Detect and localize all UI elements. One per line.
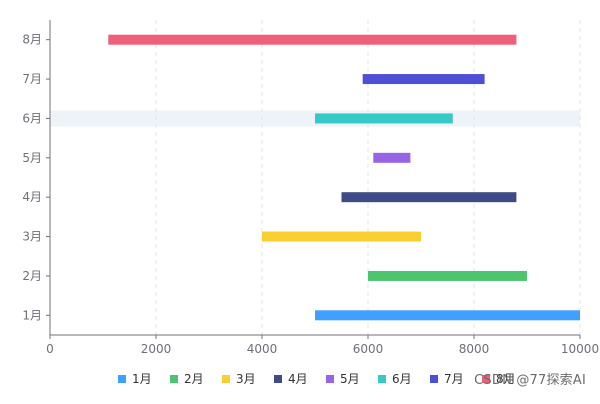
legend-swatch[interactable] <box>222 375 230 383</box>
y-tick-label: 1月 <box>22 308 42 322</box>
x-tick-label: 10000 <box>561 342 599 356</box>
x-tick-label: 0 <box>46 342 54 356</box>
legend-label[interactable]: 7月 <box>444 372 464 386</box>
legend-swatch[interactable] <box>118 375 126 383</box>
bar-5[interactable] <box>373 152 411 163</box>
legend-label[interactable]: 4月 <box>288 372 308 386</box>
bar-6[interactable] <box>315 113 453 124</box>
x-tick-label: 4000 <box>247 342 278 356</box>
legend-label[interactable]: 1月 <box>132 372 152 386</box>
watermark-text: CSDN @77探索AI <box>474 373 586 388</box>
bar-7[interactable] <box>362 74 485 85</box>
legend-swatch[interactable] <box>430 375 438 383</box>
legend-swatch[interactable] <box>170 375 178 383</box>
bar-4[interactable] <box>341 192 517 203</box>
y-tick-label: 5月 <box>22 151 42 165</box>
y-tick-label: 4月 <box>22 190 42 204</box>
legend-label[interactable]: 2月 <box>184 372 204 386</box>
bar-2[interactable] <box>368 270 527 281</box>
bar-8[interactable] <box>108 34 517 45</box>
x-tick-label: 6000 <box>353 342 384 356</box>
x-tick-label: 8000 <box>459 342 490 356</box>
bar-1[interactable] <box>315 310 580 321</box>
bar-3[interactable] <box>262 231 421 242</box>
legend-label[interactable]: 3月 <box>236 372 256 386</box>
legend-label[interactable]: 8月 <box>496 372 516 386</box>
y-tick-label: 6月 <box>22 111 42 125</box>
x-tick-label: 2000 <box>141 342 172 356</box>
legend-label[interactable]: 6月 <box>392 372 412 386</box>
legend-swatch[interactable] <box>326 375 334 383</box>
legend-swatch[interactable] <box>378 375 386 383</box>
legend-swatch[interactable] <box>274 375 282 383</box>
y-tick-label: 7月 <box>22 72 42 86</box>
legend-swatch[interactable] <box>482 375 490 383</box>
y-tick-label: 3月 <box>22 230 42 244</box>
y-tick-label: 2月 <box>22 269 42 283</box>
y-tick-label: 8月 <box>22 33 42 47</box>
legend-label[interactable]: 5月 <box>340 372 360 386</box>
